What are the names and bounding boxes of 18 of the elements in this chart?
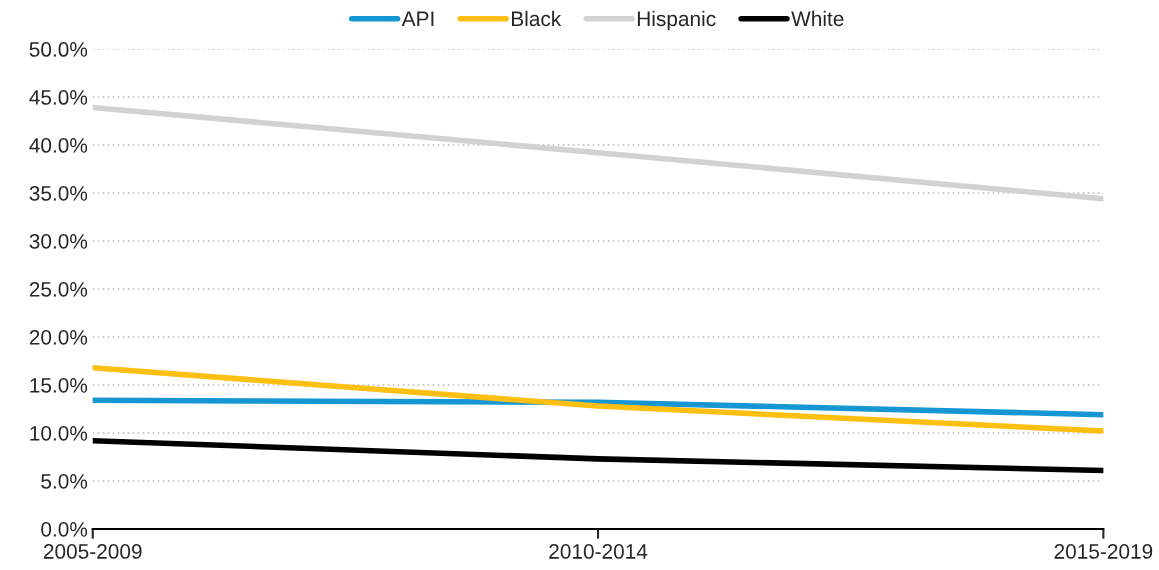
y-tick-label: 20.0% <box>29 329 88 345</box>
legend-label: Black <box>512 10 562 27</box>
y-tick-label: 10.0% <box>30 425 88 441</box>
legend-label: Hispanic <box>637 10 716 31</box>
y-tick-label: 5.0% <box>41 473 88 489</box>
legend-label: White <box>791 10 844 27</box>
x-tick-label: 2010-2014 <box>549 544 648 559</box>
y-tick-label: 50.0% <box>29 42 88 57</box>
y-tick-label: 15.0% <box>30 377 88 393</box>
y-tick-label: 25.0% <box>29 281 88 297</box>
y-tick-label: 30.0% <box>29 234 88 249</box>
x-tick-label: 2005-2009 <box>43 544 142 559</box>
y-tick-label: 35.0% <box>29 186 88 201</box>
x-tick-label: 2015-2019 <box>1054 544 1153 559</box>
y-tick-label: 45.0% <box>29 90 88 105</box>
y-tick-label: 40.0% <box>29 138 88 153</box>
y-tick-label: 0.0% <box>41 521 88 537</box>
legend-label: API <box>401 11 434 26</box>
